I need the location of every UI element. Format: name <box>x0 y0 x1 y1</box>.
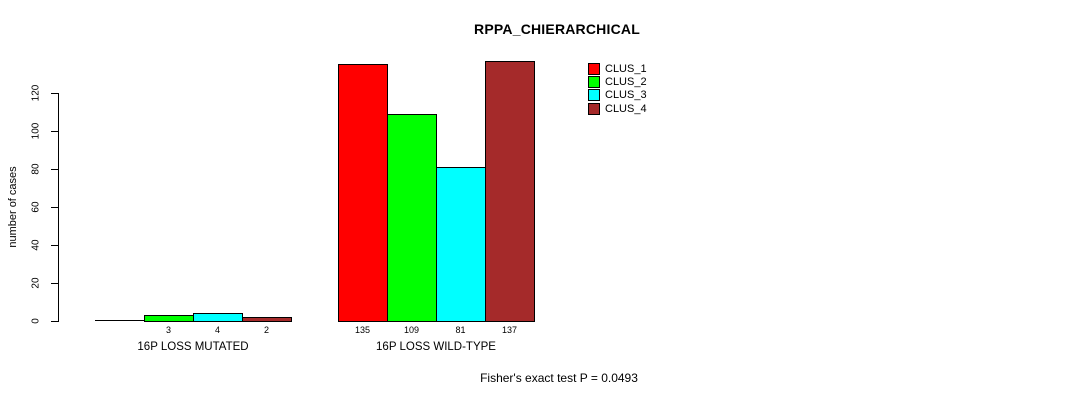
y-tick <box>51 207 58 208</box>
legend-item: CLUS_1 <box>588 62 647 75</box>
legend-label: CLUS_4 <box>605 102 647 115</box>
y-tick <box>51 169 58 170</box>
legend-label: CLUS_2 <box>605 76 647 89</box>
y-tick-label: 120 <box>30 84 42 102</box>
bar-value-label: 109 <box>403 325 420 335</box>
legend-item: CLUS_4 <box>588 102 647 115</box>
bar <box>144 315 194 322</box>
bar <box>95 320 144 321</box>
legend-label: CLUS_1 <box>605 62 647 75</box>
y-tick <box>51 93 58 94</box>
y-tick <box>51 321 58 322</box>
legend-item: CLUS_3 <box>588 89 647 102</box>
legend: CLUS_1 CLUS_2 CLUS_3 CLUS_4 <box>588 62 647 116</box>
legend-item: CLUS_2 <box>588 75 647 89</box>
y-tick-label: 100 <box>30 122 42 140</box>
bar <box>242 317 292 322</box>
y-tick <box>51 283 58 284</box>
bar <box>485 61 535 322</box>
bar-value-label: 2 <box>263 325 270 335</box>
x-axis-category-label: 16P LOSS MUTATED <box>137 341 249 353</box>
legend-swatch <box>588 62 600 75</box>
x-axis-category-label: 16P LOSS WILD-TYPE <box>376 341 496 353</box>
legend-swatch <box>588 89 600 102</box>
bar-value-label: 81 <box>455 325 466 335</box>
y-tick-label: 80 <box>30 163 42 175</box>
chart-title: RPPA_CHIERARCHICAL <box>474 21 640 37</box>
y-tick-label: 40 <box>30 239 42 251</box>
y-axis-line <box>58 93 59 322</box>
bar-value-label: 4 <box>214 325 221 335</box>
y-tick-label: 0 <box>30 318 42 324</box>
y-tick-label: 60 <box>30 201 42 213</box>
bar-value-label: 135 <box>354 325 371 335</box>
y-tick <box>51 131 58 132</box>
bar <box>338 64 388 322</box>
bar <box>387 114 437 322</box>
bar <box>436 167 486 322</box>
annotation-fisher-test: Fisher's exact test P = 0.0493 <box>480 371 638 385</box>
bar-value-label: 137 <box>501 325 518 335</box>
legend-label: CLUS_3 <box>605 89 647 102</box>
bar-value-label: 3 <box>165 325 172 335</box>
legend-swatch <box>588 102 600 115</box>
y-tick <box>51 245 58 246</box>
y-tick-label: 20 <box>30 277 42 289</box>
legend-swatch <box>588 76 600 89</box>
bar <box>193 313 243 322</box>
